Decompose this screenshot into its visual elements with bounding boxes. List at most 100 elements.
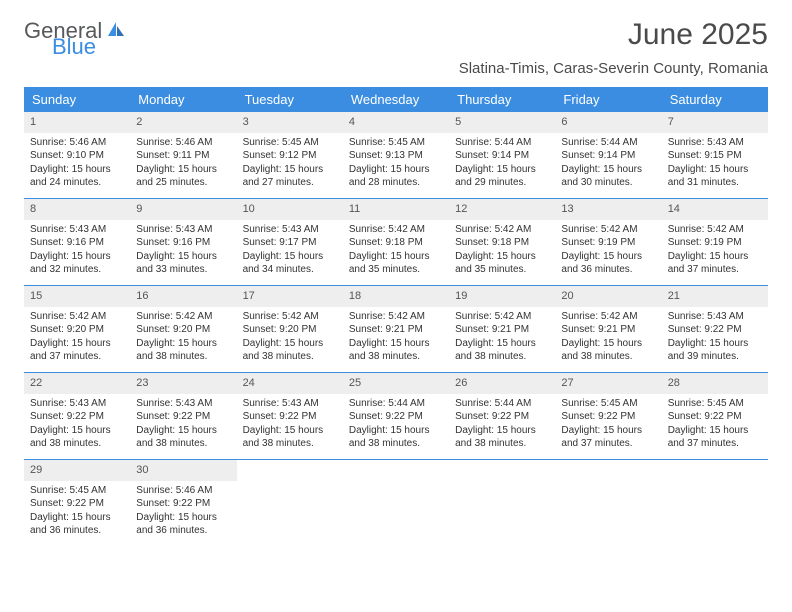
calendar-week: 8Sunrise: 5:43 AMSunset: 9:16 PMDaylight… [24,199,768,286]
day-number: 8 [24,199,130,220]
calendar-empty-cell [662,460,768,546]
daylight-line: Daylight: 15 hours and 38 minutes. [561,337,655,364]
sunset-line: Sunset: 9:14 PM [561,149,655,163]
sunrise-line: Sunrise: 5:43 AM [668,136,762,150]
sunset-line: Sunset: 9:21 PM [455,323,549,337]
sunrise-line: Sunrise: 5:42 AM [668,223,762,237]
calendar-day: 7Sunrise: 5:43 AMSunset: 9:15 PMDaylight… [662,112,768,198]
day-number: 11 [343,199,449,220]
daylight-line: Daylight: 15 hours and 38 minutes. [349,424,443,451]
daylight-line: Daylight: 15 hours and 38 minutes. [455,424,549,451]
daylight-line: Daylight: 15 hours and 31 minutes. [668,163,762,190]
sunrise-line: Sunrise: 5:43 AM [668,310,762,324]
sunset-line: Sunset: 9:22 PM [668,410,762,424]
day-number: 24 [237,373,343,394]
daylight-line: Daylight: 15 hours and 38 minutes. [455,337,549,364]
sunset-line: Sunset: 9:13 PM [349,149,443,163]
day-number: 23 [130,373,236,394]
sunrise-line: Sunrise: 5:46 AM [30,136,124,150]
day-number: 9 [130,199,236,220]
sunrise-line: Sunrise: 5:43 AM [136,397,230,411]
daylight-line: Daylight: 15 hours and 38 minutes. [243,424,337,451]
sunset-line: Sunset: 9:22 PM [455,410,549,424]
daylight-line: Daylight: 15 hours and 38 minutes. [349,337,443,364]
calendar-day: 20Sunrise: 5:42 AMSunset: 9:21 PMDayligh… [555,286,661,372]
daylight-line: Daylight: 15 hours and 36 minutes. [561,250,655,277]
sunrise-line: Sunrise: 5:42 AM [136,310,230,324]
day-number: 29 [24,460,130,481]
calendar-week: 1Sunrise: 5:46 AMSunset: 9:10 PMDaylight… [24,112,768,199]
calendar-day: 10Sunrise: 5:43 AMSunset: 9:17 PMDayligh… [237,199,343,285]
day-header: Friday [555,87,661,112]
daylight-line: Daylight: 15 hours and 37 minutes. [561,424,655,451]
sunset-line: Sunset: 9:19 PM [561,236,655,250]
sunrise-line: Sunrise: 5:43 AM [243,397,337,411]
calendar-day: 2Sunrise: 5:46 AMSunset: 9:11 PMDaylight… [130,112,236,198]
daylight-line: Daylight: 15 hours and 38 minutes. [243,337,337,364]
sunset-line: Sunset: 9:18 PM [349,236,443,250]
sunrise-line: Sunrise: 5:44 AM [349,397,443,411]
daylight-line: Daylight: 15 hours and 34 minutes. [243,250,337,277]
sunrise-line: Sunrise: 5:46 AM [136,136,230,150]
sunset-line: Sunset: 9:22 PM [30,497,124,511]
day-number: 19 [449,286,555,307]
sunset-line: Sunset: 9:11 PM [136,149,230,163]
sunrise-line: Sunrise: 5:45 AM [243,136,337,150]
daylight-line: Daylight: 15 hours and 38 minutes. [136,424,230,451]
calendar-body: 1Sunrise: 5:46 AMSunset: 9:10 PMDaylight… [24,112,768,546]
sunset-line: Sunset: 9:22 PM [136,410,230,424]
sunrise-line: Sunrise: 5:43 AM [30,397,124,411]
calendar-day: 6Sunrise: 5:44 AMSunset: 9:14 PMDaylight… [555,112,661,198]
calendar-day: 25Sunrise: 5:44 AMSunset: 9:22 PMDayligh… [343,373,449,459]
calendar-day: 21Sunrise: 5:43 AMSunset: 9:22 PMDayligh… [662,286,768,372]
sunrise-line: Sunrise: 5:42 AM [455,310,549,324]
day-number: 5 [449,112,555,133]
calendar-day: 14Sunrise: 5:42 AMSunset: 9:19 PMDayligh… [662,199,768,285]
calendar-day: 17Sunrise: 5:42 AMSunset: 9:20 PMDayligh… [237,286,343,372]
sunset-line: Sunset: 9:20 PM [30,323,124,337]
calendar-day: 13Sunrise: 5:42 AMSunset: 9:19 PMDayligh… [555,199,661,285]
sunset-line: Sunset: 9:22 PM [349,410,443,424]
daylight-line: Daylight: 15 hours and 29 minutes. [455,163,549,190]
daylight-line: Daylight: 15 hours and 38 minutes. [136,337,230,364]
daylight-line: Daylight: 15 hours and 36 minutes. [30,511,124,538]
sunrise-line: Sunrise: 5:43 AM [30,223,124,237]
day-number: 13 [555,199,661,220]
day-number: 21 [662,286,768,307]
calendar-day: 18Sunrise: 5:42 AMSunset: 9:21 PMDayligh… [343,286,449,372]
daylight-line: Daylight: 15 hours and 36 minutes. [136,511,230,538]
calendar-day: 11 Sunrise: 5:42 AMSunset: 9:18 PMDayligh… [343,199,449,285]
day-number: 16 [130,286,236,307]
sunset-line: Sunset: 9:21 PM [349,323,443,337]
day-number: 7 [662,112,768,133]
day-number: 6 [555,112,661,133]
calendar-empty-cell [343,460,449,546]
sunset-line: Sunset: 9:20 PM [243,323,337,337]
calendar-day: 8Sunrise: 5:43 AMSunset: 9:16 PMDaylight… [24,199,130,285]
sunrise-line: Sunrise: 5:44 AM [561,136,655,150]
day-number: 28 [662,373,768,394]
sunrise-line: Sunrise: 5:42 AM [349,223,443,237]
sunrise-line: Sunrise: 5:45 AM [349,136,443,150]
day-number: 10 [237,199,343,220]
day-number: 17 [237,286,343,307]
sunset-line: Sunset: 9:12 PM [243,149,337,163]
calendar-day: 24Sunrise: 5:43 AMSunset: 9:22 PMDayligh… [237,373,343,459]
calendar-week: 29Sunrise: 5:45 AMSunset: 9:22 PMDayligh… [24,460,768,546]
logo-text-blue: Blue [52,34,96,60]
daylight-line: Daylight: 15 hours and 35 minutes. [349,250,443,277]
sunrise-line: Sunrise: 5:45 AM [30,484,124,498]
day-number: 22 [24,373,130,394]
sunrise-line: Sunrise: 5:42 AM [349,310,443,324]
day-number: 26 [449,373,555,394]
daylight-line: Daylight: 15 hours and 28 minutes. [349,163,443,190]
sunset-line: Sunset: 9:18 PM [455,236,549,250]
daylight-line: Daylight: 15 hours and 37 minutes. [668,250,762,277]
calendar-empty-cell [237,460,343,546]
header: General June 2025 [24,18,768,52]
sunset-line: Sunset: 9:21 PM [561,323,655,337]
logo-sail-icon [106,20,126,43]
calendar-day: 26Sunrise: 5:44 AMSunset: 9:22 PMDayligh… [449,373,555,459]
calendar-day: 23 Sunrise: 5:43 AMSunset: 9:22 PMDayligh… [130,373,236,459]
day-number: 3 [237,112,343,133]
